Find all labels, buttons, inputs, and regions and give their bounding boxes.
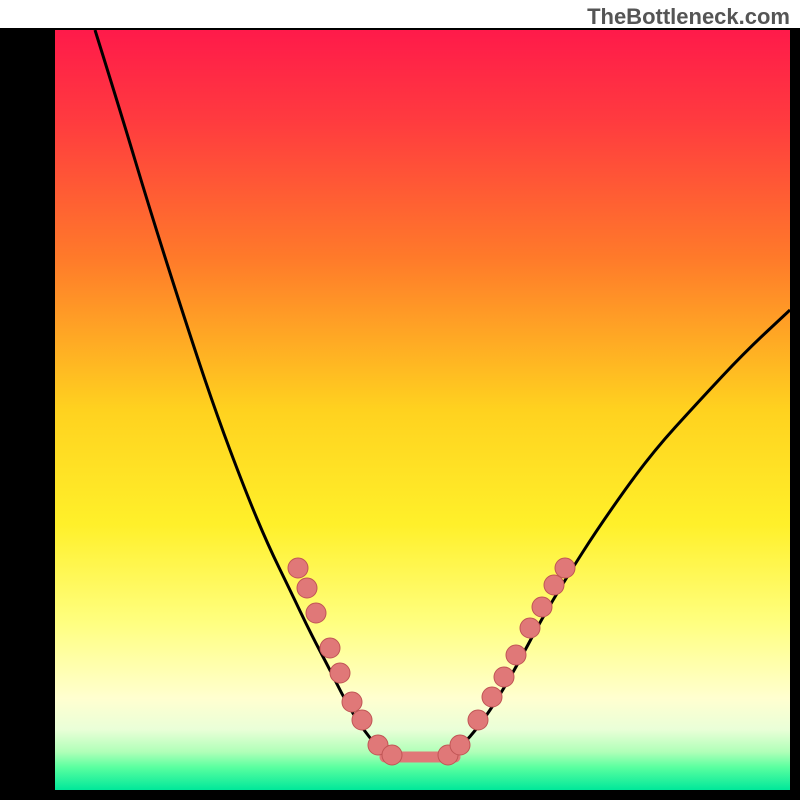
dot-left [382, 745, 402, 765]
dot-left [306, 603, 326, 623]
dot-right [544, 575, 564, 595]
dot-left [297, 578, 317, 598]
chart-background [55, 30, 790, 790]
dot-left [342, 692, 362, 712]
watermark-text: TheBottleneck.com [587, 4, 790, 30]
dot-right [506, 645, 526, 665]
dot-left [352, 710, 372, 730]
dot-left [320, 638, 340, 658]
dot-right [555, 558, 575, 578]
dot-right [468, 710, 488, 730]
dot-left [330, 663, 350, 683]
dot-right [482, 687, 502, 707]
chart-container: TheBottleneck.com [0, 0, 800, 800]
dot-right [450, 735, 470, 755]
dot-right [532, 597, 552, 617]
dot-left [288, 558, 308, 578]
chart-svg [0, 0, 800, 800]
dot-right [520, 618, 540, 638]
dot-right [494, 667, 514, 687]
